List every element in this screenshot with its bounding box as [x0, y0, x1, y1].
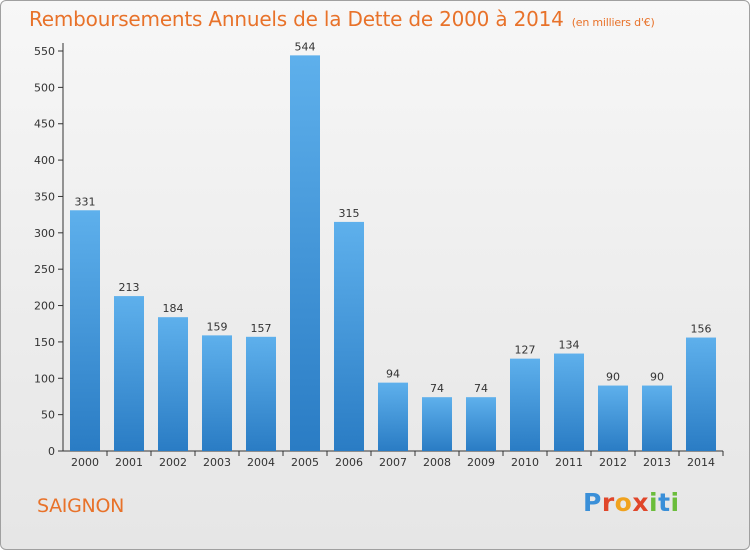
- chart-title-text: Remboursements Annuels de la Dette de 20…: [29, 7, 564, 31]
- bar: [598, 385, 628, 451]
- data-label: 90: [650, 371, 664, 384]
- data-label: 156: [691, 323, 712, 336]
- data-label: 127: [515, 344, 536, 357]
- data-label: 90: [606, 371, 620, 384]
- y-tick-label: 550: [34, 45, 55, 58]
- data-label: 134: [559, 339, 580, 352]
- bar: [642, 385, 672, 451]
- data-label: 184: [163, 302, 184, 315]
- data-label: 94: [386, 368, 400, 381]
- x-tick-label: 2008: [423, 456, 451, 469]
- chart-unit: (en milliers d'€): [571, 16, 655, 29]
- commune-name: SAIGNON: [37, 495, 125, 517]
- bar: [466, 397, 496, 451]
- y-tick-label: 450: [34, 118, 55, 131]
- chart-title: Remboursements Annuels de la Dette de 20…: [29, 7, 655, 31]
- y-tick-label: 250: [34, 263, 55, 276]
- x-tick-label: 2014: [687, 456, 715, 469]
- bar: [114, 296, 144, 451]
- x-tick-label: 2002: [159, 456, 187, 469]
- bar: [422, 397, 452, 451]
- x-tick-label: 2006: [335, 456, 363, 469]
- proxiti-logo: Proxiti: [583, 488, 680, 517]
- x-tick-label: 2012: [599, 456, 627, 469]
- bar: [290, 55, 320, 451]
- bar: [554, 353, 584, 451]
- data-label: 74: [430, 382, 444, 395]
- y-tick-label: 0: [48, 445, 55, 458]
- x-tick-label: 2009: [467, 456, 495, 469]
- x-tick-label: 2005: [291, 456, 319, 469]
- bar: [246, 336, 276, 451]
- data-label: 331: [75, 195, 96, 208]
- bar: [686, 337, 716, 451]
- x-tick-label: 2003: [203, 456, 231, 469]
- bar: [510, 358, 540, 451]
- x-tick-label: 2011: [555, 456, 583, 469]
- x-tick-label: 2013: [643, 456, 671, 469]
- x-tick-label: 2007: [379, 456, 407, 469]
- x-tick-label: 2001: [115, 456, 143, 469]
- data-label: 544: [295, 40, 316, 53]
- x-tick-label: 2010: [511, 456, 539, 469]
- bar: [70, 210, 100, 451]
- data-label: 213: [119, 281, 140, 294]
- y-tick-label: 350: [34, 190, 55, 203]
- bar: [158, 317, 188, 451]
- y-tick-label: 100: [34, 372, 55, 385]
- y-tick-label: 300: [34, 227, 55, 240]
- y-tick-label: 150: [34, 336, 55, 349]
- x-tick-label: 2004: [247, 456, 275, 469]
- data-label: 315: [339, 207, 360, 220]
- y-tick-label: 500: [34, 81, 55, 94]
- y-tick-label: 50: [41, 409, 55, 422]
- y-tick-label: 400: [34, 154, 55, 167]
- data-label: 157: [251, 322, 272, 335]
- data-label: 159: [207, 320, 228, 333]
- x-tick-label: 2000: [71, 456, 99, 469]
- bar: [334, 221, 364, 451]
- bar: [378, 382, 408, 451]
- bar: [202, 335, 232, 451]
- data-label: 74: [474, 382, 488, 395]
- y-tick-label: 200: [34, 300, 55, 313]
